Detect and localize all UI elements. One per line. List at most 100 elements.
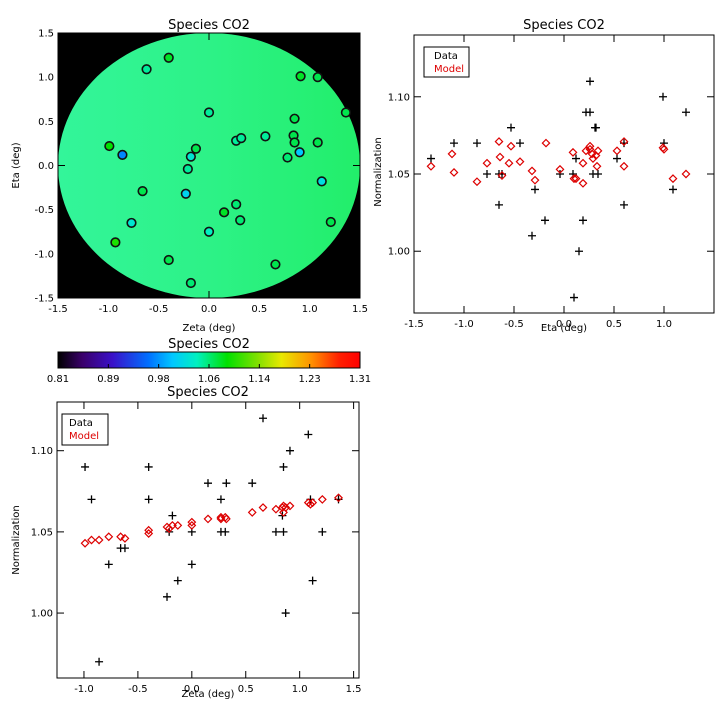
eta-data-point [682,108,690,117]
map-point [219,207,230,218]
map-point [190,143,202,154]
zeta-data-point [104,560,113,569]
map-point [295,71,306,82]
zeta-data-point [221,527,230,536]
eta-data-point [450,139,458,148]
map-point [235,215,246,226]
eta-model-point [541,138,551,148]
eta-model-point [497,171,507,180]
map-point [325,216,336,228]
map-point [340,107,352,118]
zeta-points [80,414,343,666]
eta-data-point [659,92,667,101]
map-point [203,226,215,237]
map-y-tick-label: 1.5 [38,29,54,40]
zeta-model-point [258,503,268,512]
zeta-model-point [221,514,231,524]
map-panel: Species CO2 -1.5 -1.0 -0.5 0.0 0.5 1.0 1.5-1.5… [11,18,368,334]
eta-data-point [531,185,539,194]
map-point [289,113,300,124]
eta-data-point [483,170,491,178]
eta-x-tick-label: 1.0 [656,319,672,330]
zeta-data-point [279,527,288,536]
zeta-model-point [144,529,154,538]
eta-model-point [530,175,540,185]
zeta-x-tick-label: 1.5 [346,684,362,695]
map-y-axis-label: Eta (deg) [11,142,22,188]
zeta-x-tick-label: -0.5 [128,684,148,695]
eta-y-tick-label: 1.10 [388,92,410,103]
map-x-tick-label: 0.0 [201,304,217,315]
map-y-tick-label: -1.0 [34,249,54,260]
map-y-tick-label: 1.0 [38,73,54,84]
map-point [185,151,196,162]
zeta-data-point [163,592,172,601]
zeta-model-point [281,503,291,512]
eta-model-point [612,146,622,156]
zeta-data-point [222,479,231,488]
eta-y-axis-label: Normalization [373,137,384,207]
eta-model-point [585,141,595,151]
colorbar-panel: Species CO2 0.81 0.89 0.98 1.06 1.14 1.23 1.31 [47,337,371,385]
eta-data-point [495,200,503,209]
map-point [126,217,137,229]
eta-model-point [668,174,678,184]
eta-x-tick-label: 0.5 [606,319,622,330]
zeta-x-tick-label: -1.0 [74,684,94,695]
eta-data-point [613,154,621,163]
eta-model-point [571,174,581,184]
eta-y-tick-label: 1.05 [388,170,410,181]
map-x-axis-label: Zeta (deg) [183,323,236,334]
map-point [270,259,281,270]
map-point [231,199,242,210]
eta-data-point [528,231,536,240]
zeta-legend-model: Model [69,431,99,442]
zeta-model-point [317,494,327,504]
eta-data-point [579,216,587,225]
colorbar-tick-label: 1.31 [349,374,371,385]
eta-ticks: -1.5 -1.0 -0.5 0.0 0.5 1.0 1.00 1.05 1.10 [388,35,714,330]
zeta-model-point [173,520,183,530]
zeta-data-point [144,462,153,471]
eta-data-point [620,200,628,209]
eta-data-point [594,170,602,178]
map-point [117,149,128,160]
zeta-x-tick-label: 0.5 [238,684,254,695]
zeta-legend-box [61,413,109,446]
eta-data-point [592,123,600,132]
eta-data-point [575,247,583,256]
eta-title: Species CO2 [523,18,605,33]
map-point [182,163,193,175]
zeta-data-point [308,576,317,585]
eta-model-point [472,177,482,187]
map-point [260,131,271,142]
zeta-y-tick-label: 1.00 [31,609,53,620]
zeta-panel: Species CO2 -1.0 -0.5 0.0 0.5 1.0 1.5 1.00 1.05… [11,385,362,700]
zeta-model-point [285,501,295,511]
colorbar-tick-label: 1.14 [248,374,270,385]
eta-model-point [578,158,588,168]
zeta-y-tick-label: 1.10 [31,446,53,457]
map-y-tick-label: -0.5 [34,205,54,216]
zeta-model-point [334,493,343,503]
zeta-data-point [120,544,129,553]
map-x-tick-label: 1.0 [302,304,318,315]
eta-data-point [556,170,564,178]
zeta-data-point [173,576,182,585]
map-point [312,137,323,148]
eta-data-point [516,139,524,148]
map-x-tick-label: -1.5 [48,304,68,315]
map-y-tick-label: -1.5 [34,294,54,305]
colorbar-tick-label: 0.98 [148,374,170,385]
map-point [180,188,191,199]
eta-model-point [569,174,579,184]
zeta-model-point [308,498,318,508]
zeta-x-axis-label: Zeta (deg) [182,689,235,700]
eta-panel: Species CO2 -1.5 -1.0 -0.5 0.0 0.5 1.0 1.00 1.0… [373,18,715,334]
zeta-x-tick-label: 0.0 [184,684,200,695]
colorbar-title: Species CO2 [168,337,250,352]
eta-model-point [619,137,629,147]
map-point [203,107,215,118]
map-point [185,277,196,289]
zeta-data-point [87,495,96,504]
